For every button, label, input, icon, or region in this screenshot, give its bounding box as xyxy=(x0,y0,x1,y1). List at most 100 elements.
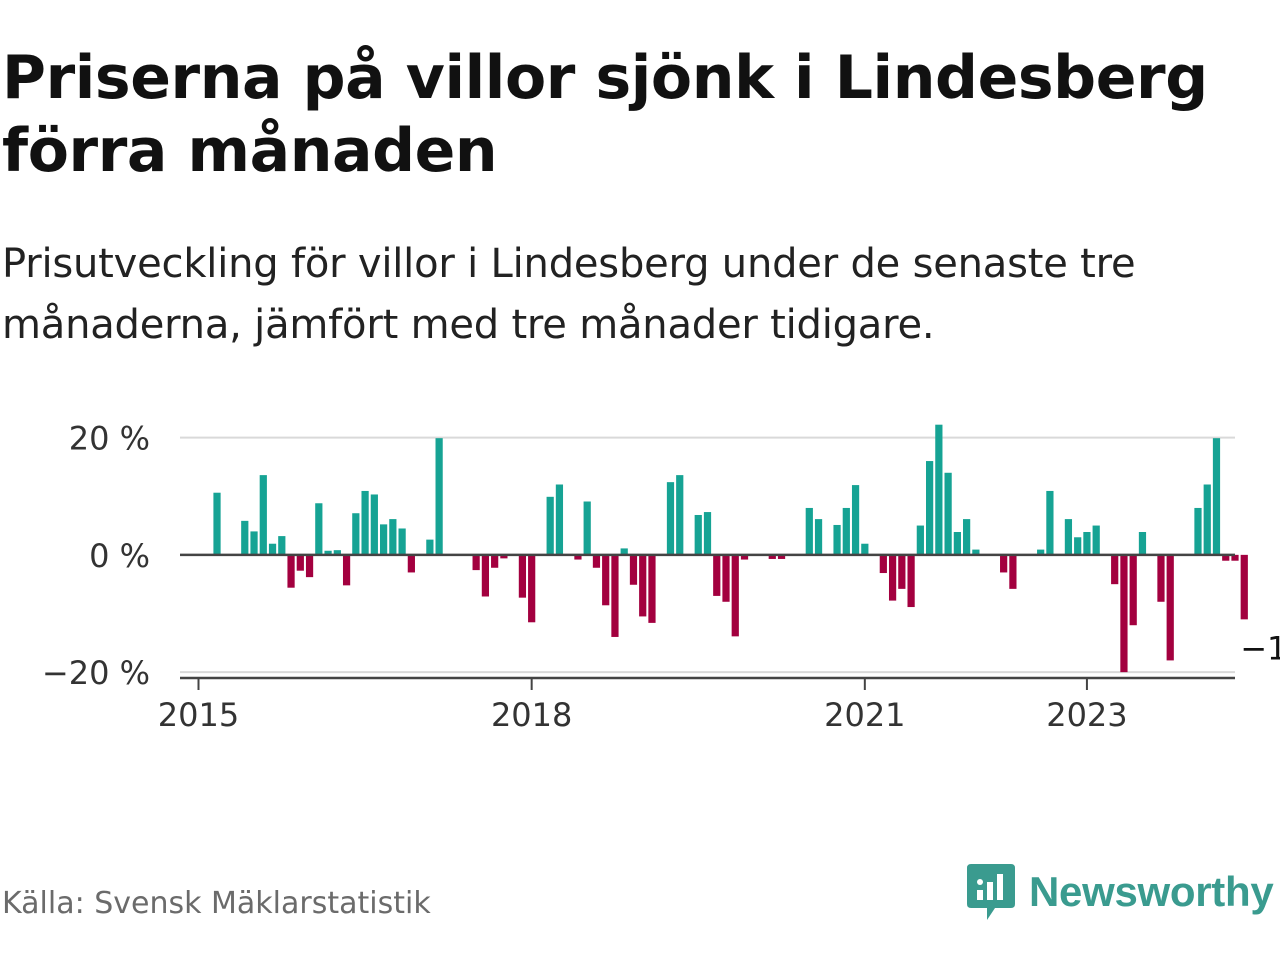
bar xyxy=(426,539,434,555)
bar xyxy=(472,554,480,571)
bar xyxy=(768,554,776,559)
bar xyxy=(528,554,536,623)
x-tick-label: 2021 xyxy=(824,696,905,734)
bar-chart: 20 % 0 % −20 %2015 2018 2021 2023 −11 % xyxy=(42,420,1280,734)
y-tick-label: 20 % xyxy=(69,420,150,458)
bar xyxy=(1129,554,1137,626)
gridlines xyxy=(180,436,1235,674)
bar xyxy=(398,528,406,555)
bar xyxy=(555,484,564,555)
bar xyxy=(352,513,360,555)
bars xyxy=(213,424,1248,673)
bar xyxy=(1166,554,1174,661)
bar xyxy=(1064,519,1073,555)
bar xyxy=(926,461,934,555)
chart-title: Priserna på villor sjönk i Lindesberg fö… xyxy=(2,43,1208,186)
bar xyxy=(592,554,601,568)
bar xyxy=(491,554,499,568)
bar xyxy=(1111,554,1119,585)
bar xyxy=(1092,525,1100,555)
bar xyxy=(777,554,786,559)
bar xyxy=(518,554,527,598)
bar xyxy=(1083,532,1091,555)
bar xyxy=(1222,554,1230,561)
bar xyxy=(574,554,582,560)
bar xyxy=(213,492,221,555)
bar xyxy=(278,536,286,555)
bar xyxy=(296,554,304,571)
source-note: Källa: Svensk Mäklarstatistik xyxy=(2,886,431,921)
bar xyxy=(814,519,823,555)
bar xyxy=(546,496,554,555)
bar xyxy=(1120,554,1128,673)
x-tick-label: 2023 xyxy=(1046,696,1127,734)
bar xyxy=(1203,484,1211,555)
bar xyxy=(833,524,841,555)
chart-subtitle: Prisutveckling för villor i Lindesberg u… xyxy=(2,241,1136,348)
bar xyxy=(389,519,397,555)
bar xyxy=(731,554,739,637)
bar xyxy=(861,543,869,555)
bar xyxy=(268,543,277,555)
bar xyxy=(639,554,647,617)
brand-name: Newsworthy xyxy=(1029,868,1274,915)
bar xyxy=(666,482,675,555)
bar xyxy=(629,554,638,585)
bar xyxy=(972,549,980,555)
bar xyxy=(1037,549,1045,555)
bar xyxy=(407,554,415,573)
bar xyxy=(898,554,906,589)
bar xyxy=(370,494,378,555)
bar xyxy=(916,525,924,555)
bar xyxy=(944,472,952,555)
bar xyxy=(583,501,591,555)
x-tick-label: 2015 xyxy=(158,696,239,734)
y-tick-label: 0 % xyxy=(89,537,150,575)
labels: 20 % 0 % −20 %2015 2018 2021 2023 −11 % xyxy=(42,420,1280,734)
bar xyxy=(1231,554,1239,561)
bar xyxy=(324,550,332,555)
bar xyxy=(935,424,943,555)
bar xyxy=(602,554,610,606)
bar xyxy=(805,507,813,555)
newsworthy-logo-icon xyxy=(967,864,1015,920)
bar xyxy=(907,554,915,608)
bar xyxy=(611,554,619,637)
bar xyxy=(1000,554,1008,573)
bar xyxy=(379,524,388,555)
bar xyxy=(250,531,258,555)
bar xyxy=(879,554,887,574)
bar xyxy=(1212,438,1221,555)
bar xyxy=(342,554,351,586)
bar xyxy=(722,554,730,602)
bar xyxy=(1074,537,1082,555)
bar xyxy=(888,554,897,601)
bar xyxy=(1157,554,1165,602)
bar xyxy=(500,554,508,559)
brand-logo: Newsworthy xyxy=(965,862,1274,922)
bar xyxy=(435,438,443,555)
bar xyxy=(1194,507,1202,555)
bar xyxy=(851,485,860,555)
bar xyxy=(361,490,369,555)
axes xyxy=(180,553,1235,690)
bar xyxy=(241,520,249,555)
bar xyxy=(703,512,712,555)
bar xyxy=(842,507,850,555)
bar xyxy=(1138,532,1147,555)
bar xyxy=(481,554,490,597)
bar xyxy=(620,548,628,555)
x-tick-label: 2018 xyxy=(491,696,572,734)
bar xyxy=(1046,490,1054,555)
bar xyxy=(1009,554,1017,589)
bar xyxy=(648,554,656,623)
bar xyxy=(1240,554,1248,620)
bar xyxy=(740,554,749,560)
y-tick-label: −20 % xyxy=(42,654,150,692)
bar xyxy=(287,554,295,588)
last-value-label: −11 % xyxy=(1240,629,1280,667)
bar xyxy=(333,550,341,555)
bar xyxy=(953,532,961,555)
bar xyxy=(305,554,314,578)
bar xyxy=(963,519,971,555)
